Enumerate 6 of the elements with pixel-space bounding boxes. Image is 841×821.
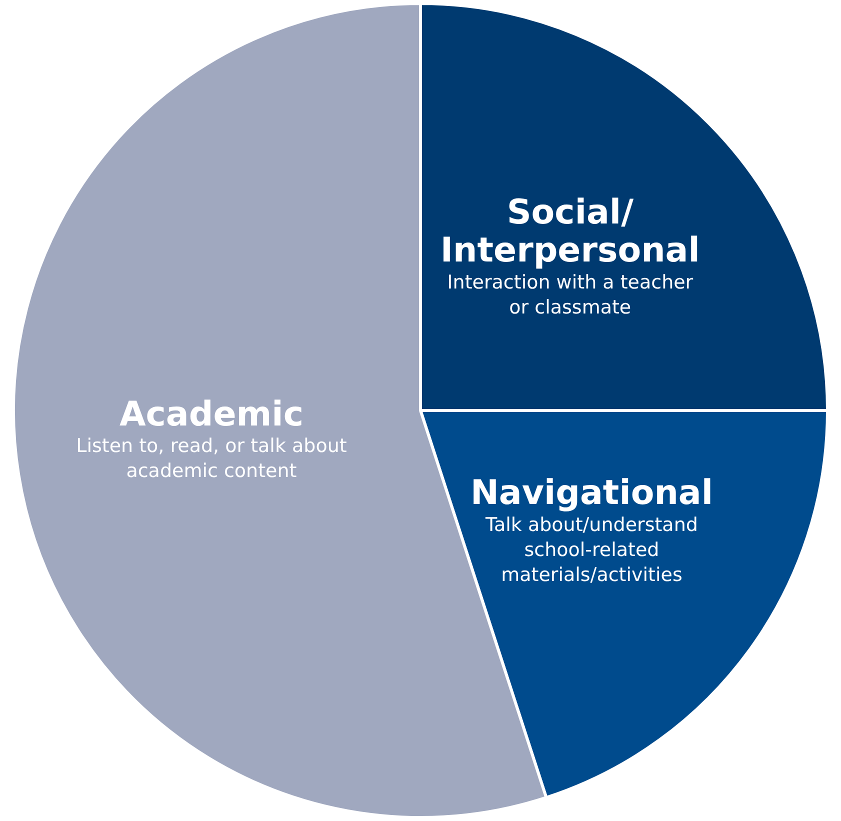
text: Listen to, read, or talk about academic content [76, 435, 347, 482]
slice-label: Academic [119, 394, 304, 434]
slice-label: Social/ Interpersonal [440, 192, 700, 271]
text: Interaction with a teacher or classmate [447, 271, 694, 318]
slice-label: Navigational [470, 473, 714, 514]
text: Talk about/understand school-related materials/activities [484, 514, 698, 586]
